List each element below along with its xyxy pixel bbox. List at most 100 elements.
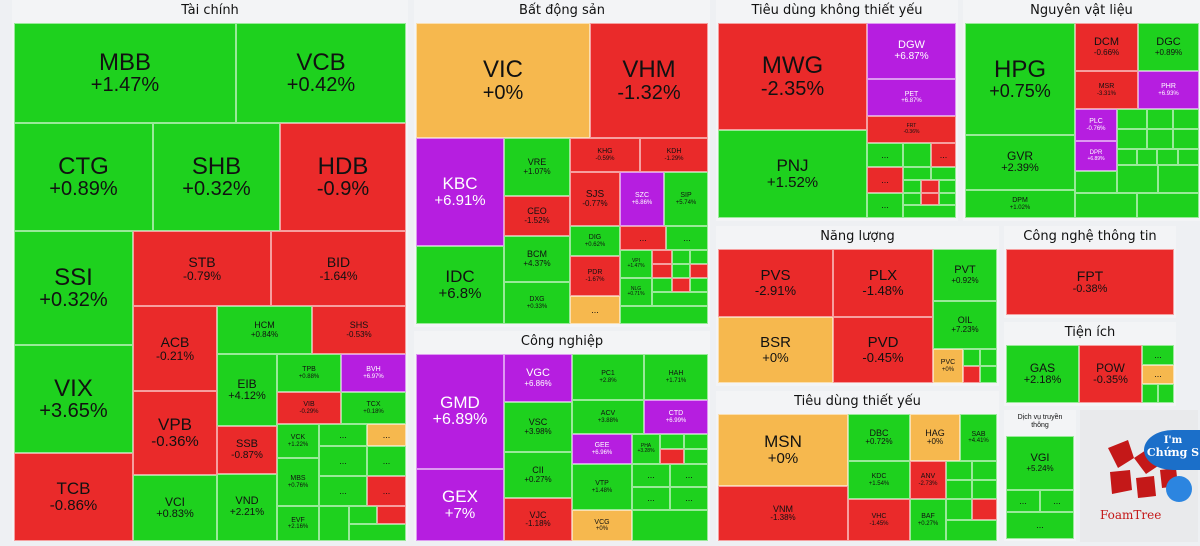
tile-more-ut3[interactable] [1142, 384, 1158, 403]
tile-DCM[interactable]: DCM -0.66% [1075, 23, 1138, 71]
tile-more-cd14[interactable] [903, 205, 956, 218]
tile-SHB[interactable]: SHB +0.32% [153, 123, 280, 231]
tile-PHR[interactable]: PHR +6.93% [1138, 71, 1199, 109]
tile-VIX[interactable]: VIX +3.65% [14, 345, 133, 453]
tile-CII[interactable]: CII +0.27% [504, 452, 572, 498]
tile-VHM[interactable]: VHM -1.32% [590, 23, 708, 138]
tile-NLG[interactable]: NLG +0.71% [620, 278, 652, 306]
tile-more-cd7[interactable] [903, 180, 921, 193]
tile-more-re14[interactable] [620, 306, 708, 324]
tile-more-re11[interactable] [690, 278, 708, 292]
tile-VGI[interactable]: VGI +5.24% [1006, 436, 1074, 490]
tile-HPG[interactable]: HPG +0.75% [965, 23, 1075, 135]
tile-PET[interactable]: PET +6.87% [867, 79, 956, 116]
tile-HAG[interactable]: HAG +0% [910, 414, 960, 461]
tile-CEO[interactable]: CEO -1.52% [504, 196, 570, 236]
tile-BVH[interactable]: BVH +6.97% [341, 354, 406, 392]
tile-VIB[interactable]: VIB -0.29% [277, 392, 341, 424]
tile-GEE[interactable]: GEE +6.96% [572, 434, 632, 464]
tile-more-re2[interactable]: ... [666, 226, 708, 250]
tile-TCX[interactable]: TCX +0.18% [341, 392, 406, 424]
tile-more-mat14[interactable] [1075, 193, 1137, 218]
tile-PNJ[interactable]: PNJ +1.52% [718, 130, 867, 218]
tile-more-fin6[interactable]: ... [367, 476, 406, 506]
tile-DPR[interactable]: DPR +6.89% [1075, 141, 1117, 171]
tile-BAF[interactable]: BAF +0.27% [910, 499, 946, 541]
tile-more-fin1[interactable]: ... [319, 424, 367, 446]
tile-PVS[interactable]: PVS -2.91% [718, 249, 833, 317]
tile-more-ind2[interactable] [684, 434, 708, 449]
tile-more-mat2[interactable] [1147, 109, 1173, 129]
tile-VCI[interactable]: VCI +0.83% [133, 475, 217, 541]
tile-ACB[interactable]: ACB -0.21% [133, 306, 217, 391]
tile-more-ind1[interactable] [660, 434, 684, 449]
tile-VPI[interactable]: VPI +1.47% [620, 250, 652, 278]
tile-GAS[interactable]: GAS +2.18% [1006, 345, 1079, 403]
tile-IDC[interactable]: IDC +6.8% [416, 246, 504, 324]
tile-more-re10[interactable] [672, 278, 690, 292]
tile-VSC[interactable]: VSC +3.98% [504, 402, 572, 452]
tile-more-mat3[interactable] [1173, 109, 1199, 129]
tile-EVF[interactable]: EVF +2.16% [277, 506, 319, 541]
tile-GEX[interactable]: GEX +7% [416, 469, 504, 541]
tile-VJC[interactable]: VJC -1.18% [504, 498, 572, 541]
tile-more-ind4[interactable] [684, 449, 708, 464]
tile-BID[interactable]: BID -1.64% [271, 231, 406, 306]
tile-more-st1[interactable] [946, 461, 972, 480]
tile-PLX[interactable]: PLX -1.48% [833, 249, 933, 317]
tile-SHS[interactable]: SHS -0.53% [312, 306, 406, 354]
tile-HCM[interactable]: HCM +0.84% [217, 306, 312, 354]
tile-more-st3[interactable] [946, 480, 972, 499]
tile-more-re4[interactable] [672, 250, 690, 264]
tile-more-tel1[interactable]: ... [1006, 490, 1040, 512]
tile-EIB[interactable]: EIB +4.12% [217, 354, 277, 426]
tile-more-en3[interactable] [963, 366, 980, 383]
tile-STB[interactable]: STB -0.79% [133, 231, 271, 306]
tile-ACV[interactable]: ACV +3.88% [572, 400, 644, 434]
tile-KDH[interactable]: KDH -1.29% [640, 138, 708, 172]
tile-more-mat15[interactable] [1137, 193, 1199, 218]
tile-more-re6[interactable] [652, 264, 672, 278]
tile-MBS[interactable]: MBS +0.76% [277, 458, 319, 506]
tile-MBB[interactable]: MBB +1.47% [14, 23, 236, 123]
tile-CTD[interactable]: CTD +6.99% [644, 400, 708, 434]
tile-PVD[interactable]: PVD -0.45% [833, 317, 933, 383]
tile-VND[interactable]: VND +2.21% [217, 474, 277, 541]
tile-more-en2[interactable] [980, 349, 997, 366]
tile-FRT[interactable]: FRT -0.36% [867, 116, 956, 143]
tile-MSN[interactable]: MSN +0% [718, 414, 848, 486]
tile-VCG[interactable]: VCG +0% [572, 510, 632, 541]
tile-more-mat7[interactable] [1117, 149, 1137, 165]
tile-HDB[interactable]: HDB -0.9% [280, 123, 406, 231]
tile-DPM[interactable]: DPM +1.02% [965, 190, 1075, 218]
tile-more-cd5[interactable] [903, 167, 931, 180]
tile-more-mat6[interactable] [1173, 129, 1199, 149]
tile-more-ind8[interactable]: ... [670, 487, 708, 510]
tile-more-re7[interactable] [672, 264, 690, 278]
tile-more-mat13[interactable] [1158, 165, 1199, 193]
tile-more-ut2[interactable]: ... [1142, 365, 1174, 384]
tile-more-cd6[interactable] [931, 167, 956, 180]
tile-SAB[interactable]: SAB +4.41% [960, 414, 997, 461]
tile-GMD[interactable]: GMD +6.89% [416, 354, 504, 469]
tile-VRE[interactable]: VRE +1.07% [504, 138, 570, 196]
tile-VTP[interactable]: VTP +1.48% [572, 464, 632, 510]
tile-SIP[interactable]: SIP +5.74% [664, 172, 708, 226]
chat-badge[interactable]: I'm Chứng S [1144, 430, 1200, 470]
tile-more-ind9[interactable] [632, 510, 708, 541]
tile-more-re5[interactable] [690, 250, 708, 264]
tile-more-mat12[interactable] [1117, 165, 1158, 193]
tile-more-tel2[interactable]: ... [1040, 490, 1074, 512]
tile-KHG[interactable]: KHG -0.59% [570, 138, 640, 172]
tile-more-ind6[interactable]: ... [670, 464, 708, 487]
tile-GVR[interactable]: GVR +2.39% [965, 135, 1075, 190]
tile-VIC[interactable]: VIC +0% [416, 23, 590, 138]
tile-VNM[interactable]: VNM -1.38% [718, 486, 848, 541]
tile-VPB[interactable]: VPB -0.36% [133, 391, 217, 475]
tile-SJS[interactable]: SJS -0.77% [570, 172, 620, 226]
tile-more-cd11[interactable] [903, 193, 921, 205]
tile-more-st4[interactable] [972, 480, 997, 499]
tile-more-st7[interactable] [946, 520, 997, 541]
tile-more-cd9[interactable] [939, 180, 956, 193]
tile-MWG[interactable]: MWG -2.35% [718, 23, 867, 130]
